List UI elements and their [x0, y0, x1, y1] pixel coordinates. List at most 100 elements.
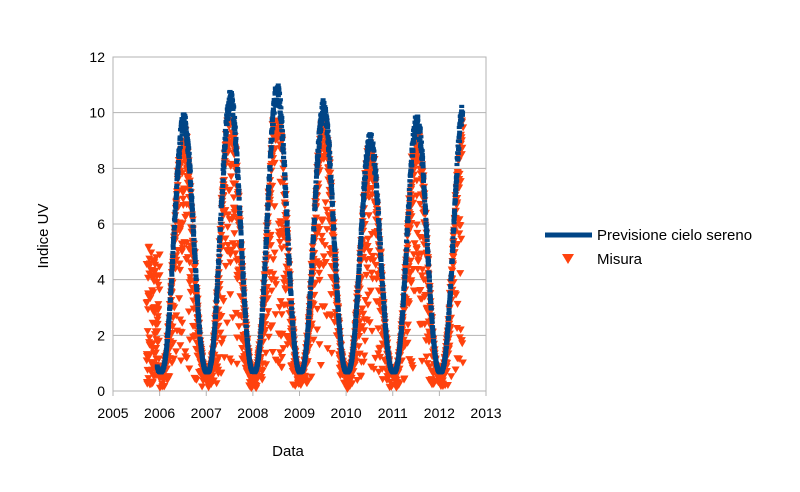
- previsione-point: [194, 294, 200, 298]
- previsione-point: [421, 186, 427, 190]
- x-tick-label: 2012: [424, 405, 455, 421]
- previsione-point: [445, 325, 451, 329]
- previsione-point: [450, 249, 456, 254]
- previsione-point: [403, 254, 409, 258]
- misura-point: [323, 345, 332, 353]
- misura-point: [224, 241, 233, 249]
- previsione-point: [402, 280, 408, 284]
- previsione-point: [361, 188, 367, 192]
- previsione-point: [406, 211, 412, 216]
- previsione-point: [238, 226, 244, 230]
- previsione-point: [187, 163, 193, 167]
- previsione-point: [425, 259, 431, 263]
- previsione-point: [171, 231, 177, 235]
- previsione-point: [236, 188, 242, 192]
- previsione-point: [359, 219, 365, 223]
- previsione-point: [368, 139, 374, 143]
- misura-point: [318, 216, 327, 224]
- previsione-point: [239, 242, 245, 246]
- previsione-point: [408, 174, 414, 178]
- previsione-point: [424, 229, 430, 233]
- previsione-point: [259, 317, 265, 321]
- previsione-point: [448, 278, 454, 282]
- misura-point: [261, 349, 270, 357]
- previsione-point: [221, 170, 227, 174]
- previsione-point: [453, 181, 459, 185]
- misura-point: [374, 368, 383, 376]
- previsione-point: [217, 236, 223, 240]
- previsione-point: [419, 152, 425, 157]
- previsione-point: [404, 229, 410, 233]
- previsione-point: [184, 132, 190, 137]
- previsione-point: [196, 315, 202, 319]
- previsione-point: [269, 118, 275, 122]
- misura-point: [212, 380, 221, 388]
- previsione-point: [376, 225, 382, 229]
- previsione-point: [233, 138, 239, 142]
- previsione-point: [209, 356, 215, 360]
- previsione-point: [325, 129, 331, 133]
- previsione-point: [196, 324, 202, 329]
- previsione-point: [168, 289, 174, 293]
- previsione-point: [256, 352, 262, 356]
- previsione-point: [284, 223, 290, 227]
- previsione-point: [229, 93, 235, 97]
- previsione-point: [233, 148, 239, 152]
- misura-point: [155, 286, 164, 294]
- previsione-point: [426, 271, 432, 275]
- misura-point: [186, 277, 195, 285]
- misura-point: [277, 311, 286, 319]
- previsione-point: [275, 83, 281, 87]
- previsione-point: [331, 226, 337, 230]
- previsione-point: [287, 276, 293, 280]
- misura-point: [363, 264, 372, 272]
- previsione-point: [417, 127, 423, 131]
- y-tick-label: 8: [97, 160, 105, 176]
- previsione-point: [174, 176, 180, 180]
- previsione-point: [271, 109, 277, 113]
- previsione-point: [424, 246, 430, 250]
- previsione-point: [264, 229, 270, 234]
- previsione-point: [370, 147, 376, 151]
- misura-point: [216, 329, 225, 337]
- previsione-point: [379, 275, 385, 280]
- previsione-point: [312, 206, 318, 210]
- previsione-point: [214, 292, 220, 297]
- previsione-point: [173, 195, 179, 199]
- previsione-point: [185, 138, 191, 143]
- previsione-point: [375, 199, 381, 204]
- previsione-point: [395, 359, 401, 363]
- previsione-point: [184, 136, 190, 140]
- previsione-point: [200, 358, 206, 363]
- previsione-point: [260, 303, 266, 307]
- misura-point: [447, 373, 456, 381]
- misura-point: [409, 199, 418, 207]
- previsione-point: [312, 203, 318, 207]
- previsione-point: [447, 290, 453, 294]
- previsione-point: [169, 267, 175, 271]
- misura-point: [230, 230, 239, 238]
- previsione-point: [377, 246, 383, 250]
- previsione-point: [338, 338, 344, 342]
- misura-point: [455, 230, 464, 238]
- misura-point: [438, 377, 447, 385]
- previsione-point: [224, 122, 230, 127]
- previsione-point: [257, 343, 263, 348]
- previsione-point: [189, 202, 195, 207]
- previsione-point: [198, 342, 204, 346]
- previsione-point: [235, 183, 241, 187]
- misura-point: [268, 348, 277, 356]
- previsione-point: [396, 356, 402, 360]
- misura-point: [218, 242, 227, 250]
- previsione-point: [427, 289, 433, 293]
- previsione-point: [363, 175, 369, 180]
- previsione-point: [303, 343, 309, 347]
- previsione-point: [417, 138, 423, 142]
- previsione-point: [282, 184, 288, 189]
- previsione-point: [382, 319, 388, 323]
- x-tick-label: 2007: [191, 405, 222, 421]
- misura-point: [369, 257, 378, 265]
- previsione-point: [364, 157, 370, 161]
- previsione-point: [172, 225, 178, 229]
- previsione-point: [214, 295, 220, 300]
